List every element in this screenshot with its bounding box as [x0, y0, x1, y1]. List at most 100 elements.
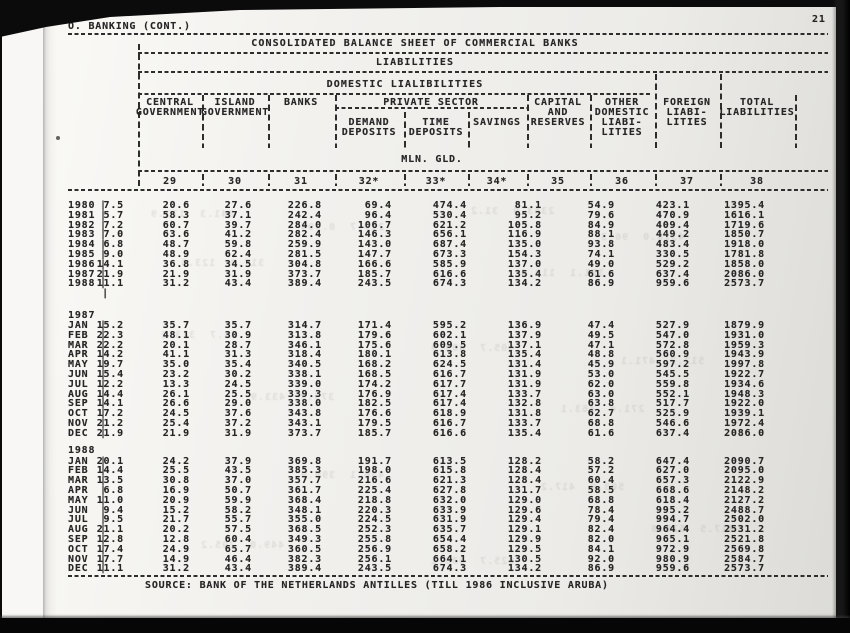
cell: 176.6 — [357, 408, 392, 420]
cell: 224.5 — [357, 514, 392, 526]
cell: 517.7 — [655, 398, 690, 410]
col-island-l1: ISLAND — [214, 97, 256, 108]
cell: 470.9 — [655, 209, 690, 221]
cell: 624.5 — [432, 359, 467, 371]
table-row: DEC | 21.9 21.9 31.9 373.7 185.7 616.6 135.4 61.6… — [0, 427, 850, 439]
cell: 25.4 — [162, 418, 190, 429]
col-island-l2: GOVERNMENT — [200, 107, 270, 118]
cell: 35.7 — [162, 320, 190, 331]
numrow-pipe — [335, 174, 337, 186]
row-label: 1983 — [68, 229, 96, 241]
rule-top — [68, 33, 828, 35]
row-label: NOV — [68, 553, 89, 565]
cell: 2502.0 — [724, 514, 765, 526]
row-pipe: | — [100, 563, 107, 575]
numrow-pipe — [720, 174, 722, 186]
cell: 58.2 — [587, 455, 615, 467]
row-label: FEB — [68, 329, 89, 341]
cell: 14.4 — [96, 465, 124, 477]
cell: 36.8 — [162, 258, 190, 270]
cell: 360.5 — [287, 543, 322, 555]
cell: 348.1 — [287, 504, 322, 516]
bleed-through-artifact: 2363.9 31.2 — [470, 206, 555, 217]
cell: 22.3 — [96, 329, 124, 341]
cell: 21.9 — [162, 427, 190, 439]
cell: 129.1 — [507, 524, 542, 536]
cell: 17.2 — [96, 408, 124, 420]
cell: 60.4 — [587, 475, 615, 487]
cell: 21.9 — [162, 268, 190, 280]
row-pipe: | — [100, 553, 107, 565]
cell: 2095.0 — [724, 465, 765, 477]
cell: 135.4 — [507, 427, 542, 439]
divider-other-foreign — [655, 74, 657, 148]
row-pipe: | — [100, 369, 107, 380]
cell: 2531.2 — [724, 524, 765, 536]
cell: 26.1 — [162, 388, 190, 400]
table-row: 1983 | 7.0 63.6 41.2 282.4 146.3 656.1 116.9 88.1… — [0, 229, 850, 241]
cell: 31.2 — [162, 278, 190, 290]
cell: 1395.4 — [724, 200, 765, 211]
cell: 54.9 — [587, 200, 615, 211]
cell: 373.7 — [287, 427, 322, 439]
row-pipe: | — [100, 408, 107, 420]
cell: 657.3 — [655, 475, 690, 487]
cell: 6.8 — [103, 484, 124, 496]
cell: 2086.0 — [724, 268, 765, 280]
cell: 59.9 — [224, 494, 252, 506]
row-label: JUN — [68, 504, 89, 516]
cell: 959.6 — [655, 278, 690, 290]
table-row: 1982 | 7.2 60.7 39.7 284.0 106.7 621.2 105.8 84.9… — [0, 220, 850, 231]
col-demand-l1: DEMAND — [348, 117, 390, 128]
cell: 259.9 — [287, 239, 322, 251]
cell: 14.1 — [96, 398, 124, 410]
col-other-l2: DOMESTIC — [594, 107, 650, 118]
cell: 41.2 — [224, 229, 252, 241]
cell: 617.4 — [432, 398, 467, 410]
colnum-33: 33* — [425, 176, 447, 187]
cell: 47.4 — [587, 320, 615, 331]
cell: 47.1 — [587, 339, 615, 351]
cell: 31.9 — [224, 427, 252, 439]
cell: 131.8 — [507, 408, 542, 420]
cell: 621.3 — [432, 475, 467, 487]
row-label: DEC — [68, 427, 89, 439]
table-row: JAN | 15.2 35.7 35.7 314.7 171.4 595.2 136.9 47.4… — [0, 320, 850, 331]
cell: 618.9 — [432, 408, 467, 420]
table-row: 1981 | 5.7 58.3 37.1 242.4 96.4 530.4 95.2 79.6 47… — [0, 209, 850, 221]
row-label: NOV — [68, 418, 89, 429]
table-row: JUL | 12.2 13.3 24.5 339.0 174.2 617.7 131.9 62.0… — [0, 379, 850, 390]
bleed-through-artifact: 825.7 338.1 — [430, 556, 515, 567]
cell: 191.7 — [357, 455, 392, 467]
cell: 340.5 — [287, 359, 322, 371]
cell: 43.4 — [224, 563, 252, 575]
group-domestic-liabilities: DOMESTIC LIALIBILITIES — [326, 79, 484, 90]
row-pipe: | — [100, 278, 107, 290]
colnum-35: 35 — [551, 176, 565, 187]
row-label: APR — [68, 484, 89, 496]
cell: 129.4 — [507, 514, 542, 526]
cell: 368.4 — [287, 494, 322, 506]
cell: 2521.8 — [724, 533, 765, 545]
cell: 69.4 — [364, 200, 392, 211]
rule-under-domestic — [138, 93, 652, 95]
cell: 30.9 — [224, 329, 252, 341]
cell: 615.8 — [432, 465, 467, 477]
cell: 21.9 — [96, 427, 124, 439]
cell: 616.7 — [432, 418, 467, 429]
cell: 2127.2 — [724, 494, 765, 506]
section-heading: O. BANKING (CONT.) — [68, 21, 191, 32]
cell: 74.1 — [587, 249, 615, 260]
cell: 168.2 — [357, 359, 392, 371]
cell: 37.1 — [224, 209, 252, 221]
cell: 17.4 — [96, 543, 124, 555]
cell: 182.5 — [357, 398, 392, 410]
cell: 304.8 — [287, 258, 322, 270]
cell: 339.3 — [287, 388, 322, 400]
cell: 21.9 — [96, 268, 124, 280]
row-pipe: | — [100, 418, 107, 429]
col-other-l4: LITIES — [601, 127, 643, 138]
cell: 1616.1 — [724, 209, 765, 221]
cell: 637.4 — [655, 427, 690, 439]
cell: 525.9 — [655, 408, 690, 420]
